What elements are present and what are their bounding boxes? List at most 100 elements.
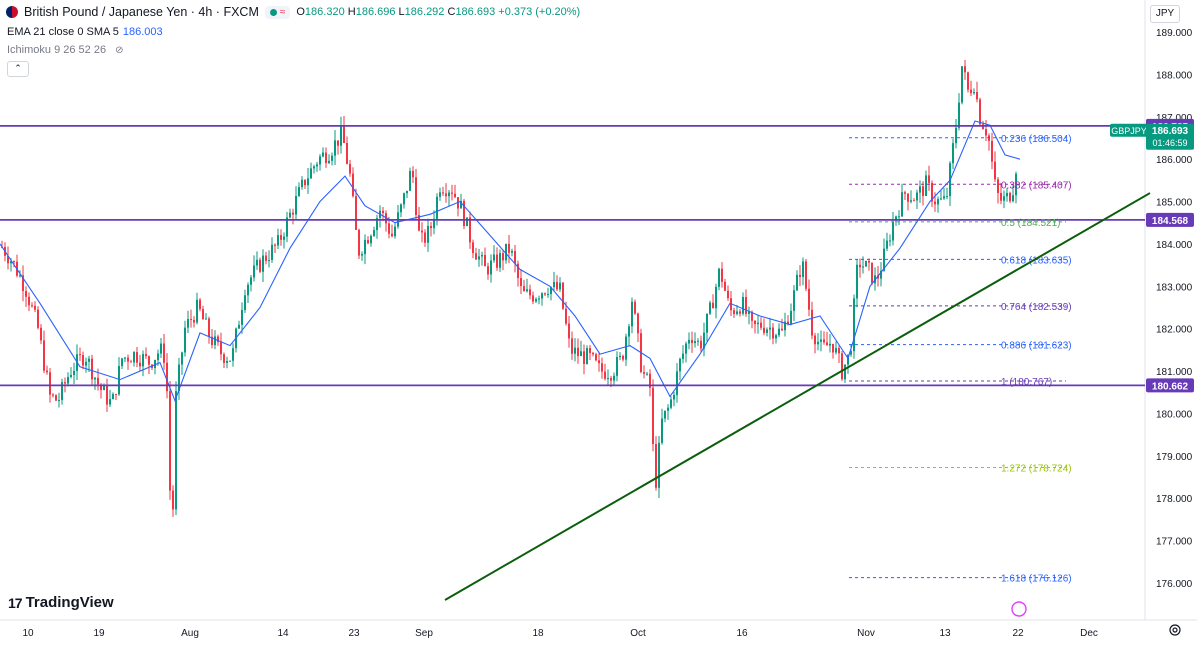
candle-body bbox=[553, 281, 555, 288]
candle-body bbox=[31, 305, 33, 307]
y-tick-label: 185.000 bbox=[1156, 198, 1193, 209]
candle-body bbox=[238, 324, 240, 329]
candle-body bbox=[331, 155, 333, 161]
candle-body bbox=[658, 442, 660, 488]
candle-body bbox=[349, 163, 351, 174]
candle-body bbox=[427, 226, 429, 243]
candle-body bbox=[361, 254, 363, 256]
candle-body bbox=[619, 355, 621, 358]
y-tick-label: 184.000 bbox=[1156, 240, 1193, 251]
candle-body bbox=[424, 232, 426, 243]
candle-body bbox=[541, 293, 543, 299]
ema-indicator-legend[interactable]: EMA 21 close 0 SMA 5 186.003 bbox=[7, 26, 163, 38]
candle-body bbox=[232, 348, 234, 361]
candle-body bbox=[205, 318, 207, 320]
candle-body bbox=[868, 260, 870, 263]
fib-level-label: 1 (180.767) bbox=[1001, 377, 1052, 388]
candle-body bbox=[436, 196, 438, 219]
candle-body bbox=[799, 274, 801, 277]
candle-body bbox=[847, 354, 849, 365]
candle-body bbox=[514, 250, 516, 264]
candle-body bbox=[196, 299, 198, 323]
candle-body bbox=[901, 192, 903, 217]
candle-body bbox=[316, 164, 318, 167]
candle-body bbox=[499, 253, 501, 268]
candle-body bbox=[490, 260, 492, 275]
candle-body bbox=[34, 305, 36, 310]
candle-body bbox=[451, 192, 453, 194]
candle-body bbox=[844, 364, 846, 380]
candle-body bbox=[538, 298, 540, 300]
candle-body bbox=[184, 327, 186, 353]
hidden-eye-icon[interactable]: ⊘ bbox=[115, 45, 124, 56]
candle-body bbox=[391, 233, 393, 237]
candle-body bbox=[904, 192, 906, 194]
candle-body bbox=[364, 239, 366, 255]
candle-body bbox=[970, 89, 972, 94]
market-open-icon bbox=[269, 8, 277, 16]
candle-body bbox=[307, 178, 309, 186]
candle-body bbox=[295, 196, 297, 215]
candle-body bbox=[526, 289, 528, 292]
candle-body bbox=[193, 319, 195, 323]
candle-body bbox=[994, 161, 996, 180]
candle-body bbox=[454, 193, 456, 198]
candle-body bbox=[826, 342, 828, 346]
candle-body bbox=[163, 343, 165, 363]
candle-body bbox=[340, 125, 342, 146]
collapse-legend-button[interactable]: ⌃ bbox=[7, 61, 29, 77]
candle-body bbox=[343, 125, 345, 143]
x-tick-label: Dec bbox=[1080, 628, 1098, 639]
candle-body bbox=[157, 353, 159, 360]
candle-body bbox=[202, 309, 204, 320]
x-tick-label: 13 bbox=[939, 628, 951, 639]
candle-body bbox=[79, 354, 81, 356]
candle-body bbox=[769, 327, 771, 330]
candle-body bbox=[481, 254, 483, 257]
candle-body bbox=[811, 309, 813, 336]
candle-body bbox=[121, 358, 123, 367]
candle-body bbox=[592, 352, 594, 355]
candle-body bbox=[871, 262, 873, 284]
candle-body bbox=[856, 264, 858, 299]
candle-body bbox=[217, 336, 219, 343]
fib-level-label: 0.886 (181.623) bbox=[1001, 341, 1072, 352]
candle-body bbox=[289, 212, 291, 218]
currency-select[interactable]: JPY bbox=[1150, 5, 1180, 23]
candle-body bbox=[754, 320, 756, 325]
x-tick-label: Aug bbox=[181, 628, 199, 639]
candle-body bbox=[574, 347, 576, 354]
y-tick-label: 187.000 bbox=[1156, 113, 1193, 124]
ichimoku-indicator-legend[interactable]: Ichimoku 9 26 52 26 ⊘ bbox=[7, 44, 124, 56]
y-tick-label: 181.000 bbox=[1156, 367, 1193, 378]
last-price-label: 186.693 bbox=[1152, 126, 1189, 137]
candle-body bbox=[106, 386, 108, 405]
candle-body bbox=[304, 179, 306, 186]
candle-body bbox=[73, 370, 75, 375]
candle-body bbox=[130, 361, 132, 363]
candle-body bbox=[286, 217, 288, 237]
candle-body bbox=[487, 266, 489, 275]
symbol-tag-label: GBPJPY bbox=[1111, 126, 1147, 136]
candle-body bbox=[199, 299, 201, 310]
fib-level-label: 0.764 (182.539) bbox=[1001, 302, 1072, 313]
candle-body bbox=[70, 374, 72, 377]
candle-body bbox=[301, 179, 303, 188]
candle-body bbox=[370, 235, 372, 244]
candle-body bbox=[250, 277, 252, 285]
candle-body bbox=[727, 290, 729, 299]
candle-body bbox=[655, 444, 657, 488]
candle-body bbox=[583, 351, 585, 364]
market-status-pill[interactable]: ≈ bbox=[264, 5, 291, 19]
candle-body bbox=[262, 255, 264, 272]
candle-body bbox=[931, 182, 933, 202]
symbol-title[interactable]: British Pound / Japanese Yen · 4h · FXCM bbox=[24, 5, 259, 19]
candle-body bbox=[43, 340, 45, 371]
level-tag-label: 184.568 bbox=[1152, 216, 1189, 227]
candle-body bbox=[751, 311, 753, 321]
fib-level-label: 1.272 (178.724) bbox=[1001, 464, 1072, 475]
gear-icon[interactable] bbox=[1168, 623, 1182, 637]
candle-body bbox=[586, 348, 588, 364]
y-tick-label: 180.000 bbox=[1156, 409, 1193, 420]
